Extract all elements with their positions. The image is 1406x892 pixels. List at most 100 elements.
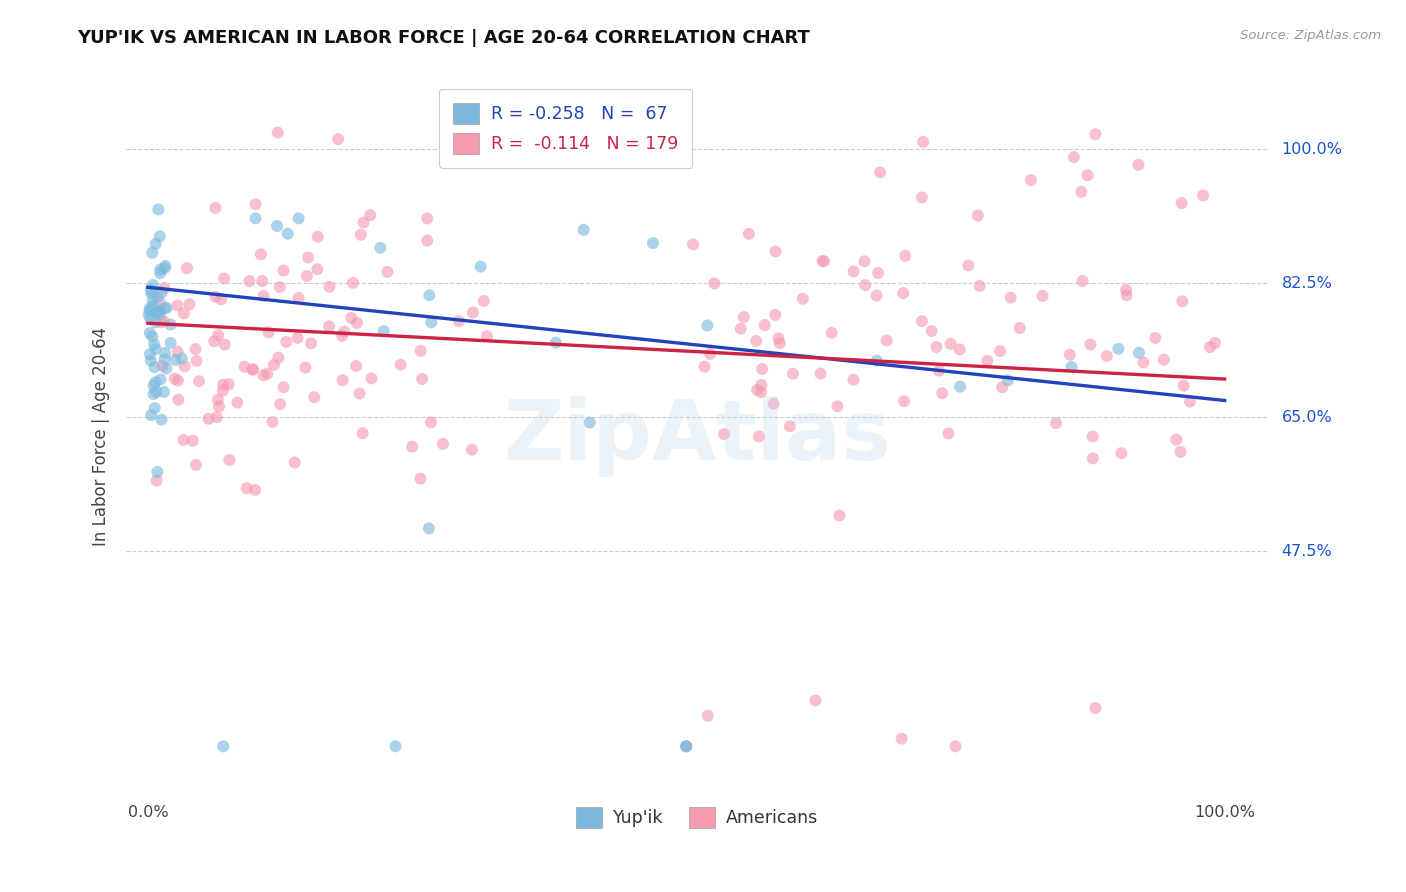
Point <box>418 288 440 302</box>
Point <box>420 315 443 329</box>
Point <box>389 358 412 372</box>
Point <box>1132 355 1154 369</box>
Point <box>967 209 990 223</box>
Point <box>682 237 704 252</box>
Point <box>751 378 773 392</box>
Point <box>782 367 804 381</box>
Point <box>1170 196 1192 211</box>
Point <box>167 392 190 407</box>
Point <box>733 310 755 324</box>
Point <box>1153 352 1175 367</box>
Point <box>146 465 169 479</box>
Point <box>212 377 235 392</box>
Point <box>842 264 865 278</box>
Point <box>173 359 195 374</box>
Point <box>145 384 167 399</box>
Point <box>242 362 264 376</box>
Point <box>749 385 772 400</box>
Point <box>1059 348 1081 362</box>
Point <box>827 400 849 414</box>
Point <box>768 331 790 345</box>
Point <box>419 416 441 430</box>
Point <box>148 304 170 318</box>
Point <box>931 386 953 401</box>
Point <box>328 132 350 146</box>
Point <box>675 739 697 754</box>
Point <box>299 336 322 351</box>
Point <box>153 261 176 276</box>
Point <box>1077 169 1099 183</box>
Point <box>332 373 354 387</box>
Point <box>252 274 274 288</box>
Point <box>792 292 814 306</box>
Point <box>1080 337 1102 351</box>
Point <box>252 289 274 303</box>
Point <box>287 331 309 345</box>
Point <box>143 337 166 351</box>
Point <box>1060 359 1083 374</box>
Point <box>693 359 716 374</box>
Point <box>748 429 770 443</box>
Point <box>779 419 801 434</box>
Point <box>186 354 208 368</box>
Point <box>153 301 176 315</box>
Point <box>212 271 235 285</box>
Point <box>155 361 177 376</box>
Point <box>297 251 319 265</box>
Point <box>675 739 697 754</box>
Text: 100.0%: 100.0% <box>1281 142 1343 157</box>
Point <box>820 326 842 340</box>
Point <box>894 249 917 263</box>
Point <box>997 373 1019 387</box>
Point <box>153 281 176 295</box>
Point <box>139 326 162 340</box>
Point <box>245 211 267 226</box>
Point <box>928 364 950 378</box>
Point <box>745 334 768 348</box>
Point <box>284 456 307 470</box>
Point <box>269 280 291 294</box>
Point <box>1045 416 1067 430</box>
Point <box>762 397 785 411</box>
Point <box>141 245 163 260</box>
Point <box>763 308 786 322</box>
Point <box>149 295 172 310</box>
Point <box>287 211 309 226</box>
Point <box>1070 185 1092 199</box>
Point <box>866 353 889 368</box>
Point <box>853 254 876 268</box>
Point <box>730 322 752 336</box>
Point <box>340 310 363 325</box>
Point <box>149 262 172 277</box>
Point <box>139 283 162 297</box>
Point <box>349 386 371 401</box>
Point <box>212 739 235 754</box>
Point <box>810 367 832 381</box>
Point <box>828 508 851 523</box>
Point <box>1128 158 1150 172</box>
Y-axis label: In Labor Force | Age 20-64: In Labor Force | Age 20-64 <box>93 326 110 546</box>
Point <box>307 262 329 277</box>
Point <box>641 236 664 251</box>
Point <box>142 299 165 313</box>
Point <box>401 440 423 454</box>
Point <box>939 337 962 351</box>
Point <box>138 303 160 318</box>
Point <box>150 285 173 300</box>
Point <box>1144 331 1167 345</box>
Point <box>891 286 914 301</box>
Legend: Yup'ik, Americans: Yup'ik, Americans <box>569 800 825 835</box>
Point <box>353 215 375 229</box>
Point <box>243 483 266 497</box>
Point <box>139 408 162 422</box>
Point <box>208 400 231 414</box>
Point <box>202 334 225 349</box>
Point <box>163 372 186 386</box>
Point <box>411 372 433 386</box>
Point <box>1171 294 1194 309</box>
Point <box>1115 283 1137 297</box>
Point <box>205 410 228 425</box>
Point <box>153 352 176 367</box>
Point <box>145 315 167 329</box>
Point <box>949 379 972 393</box>
